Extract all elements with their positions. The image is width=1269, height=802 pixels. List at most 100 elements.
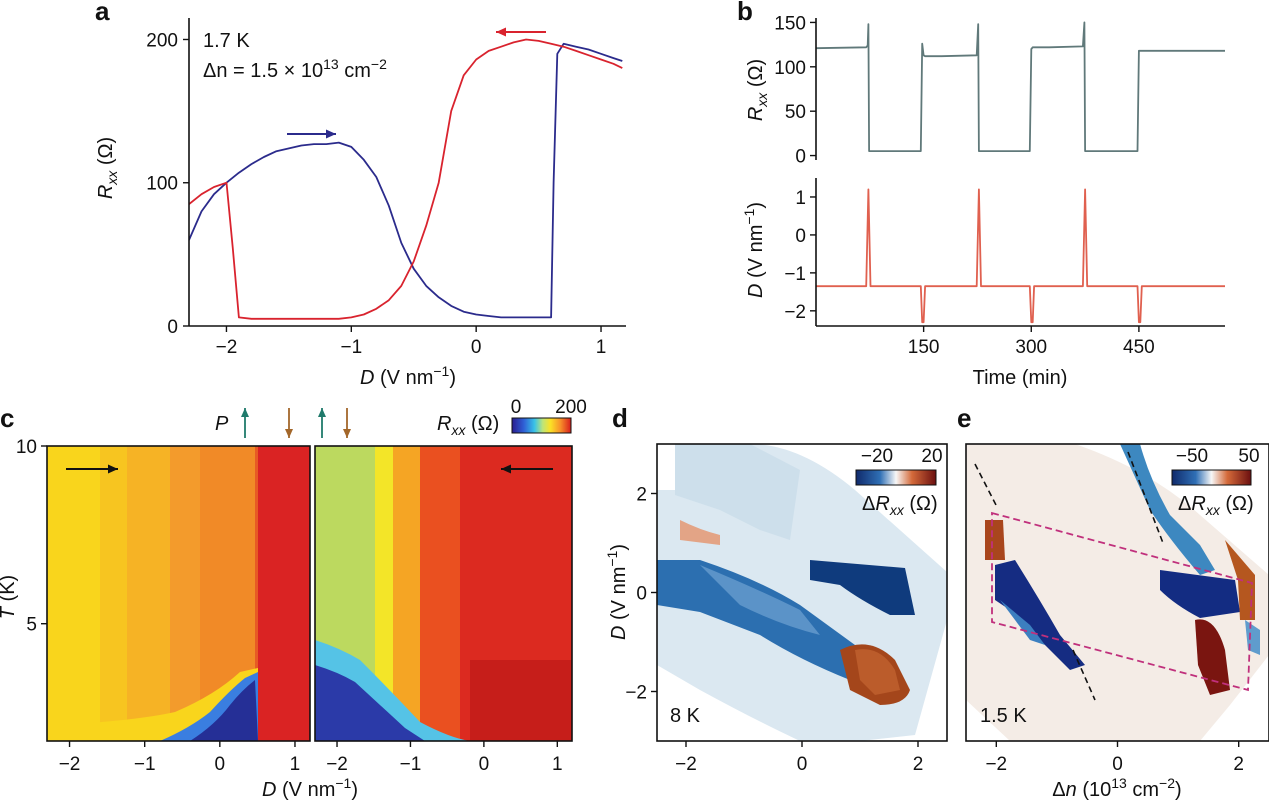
panel-e-temperature: 1.5 K <box>980 705 1027 727</box>
panel-b-top-y-tick-label: 50 <box>785 102 806 123</box>
panel-b-resistance-trace <box>815 21 1225 153</box>
panel-b-bottom-y-tick-label: 1 <box>795 188 806 209</box>
panel-a-y-label: Rxx (Ω) <box>95 137 120 199</box>
panel-c-right-x-tick-label: 1 <box>552 754 563 775</box>
panel-d-colorbar-label: ΔRxx (Ω) <box>862 493 938 518</box>
panel-a-x-tick-label: −1 <box>340 337 362 358</box>
panel-c-polarization-label: P <box>215 413 229 435</box>
panel-b-bottom-y-tick-label: 0 <box>795 226 806 247</box>
panel-d: d −2 0 2−202 8 K D (V nm−1) −20 20 ΔRxx (Ω… <box>604 403 948 776</box>
panel-c-right-heatmap <box>315 446 572 741</box>
panel-c-right-x-tick-label: 0 <box>479 754 490 775</box>
panel-b-ticks: 150 300 450 0 50 100 150 −2 −1 0 1 <box>774 13 1154 358</box>
panel-e-colorbar-max: 50 <box>1238 446 1259 467</box>
panel-a-x-tick-label: 1 <box>596 337 607 358</box>
panel-c-colorbar-min: 0 <box>511 397 522 418</box>
panel-a-density: Δn = 1.5 × 1013 cm−2 <box>203 56 387 82</box>
panel-e-x-tick-label: 0 <box>1112 754 1123 775</box>
panel-e-colorbar-min: −50 <box>1176 446 1208 467</box>
panel-label-c: c <box>0 403 14 433</box>
panel-d-temperature: 8 K <box>670 705 701 727</box>
panel-b-bottom-plot <box>816 188 1225 324</box>
panel-b-top-y-tick-label: 150 <box>774 13 806 34</box>
panel-c-right-x-tick-label: −2 <box>326 754 348 775</box>
panel-a: a −2 −1 0 1 0 100 200 1.7 K Δn = 1.5 × 1013 cm… <box>95 0 626 389</box>
panel-d-heatmap <box>657 444 947 741</box>
panel-label-a: a <box>95 0 110 26</box>
panel-d-y-label: D (V nm−1) <box>604 544 630 640</box>
panel-d-ticks: −2 0 2 −2 0 2 <box>625 485 923 776</box>
panel-d-y-tick-label: −2 <box>625 683 647 704</box>
panel-c-y-label: T (K) <box>0 575 19 619</box>
panel-d-y-tick-label: 0 <box>636 584 647 605</box>
panel-c-left-x-tick-label: 0 <box>215 754 226 775</box>
panel-b-bottom-y-tick-label: −1 <box>784 264 806 285</box>
panel-label-e: e <box>957 403 971 433</box>
panel-c-left-x-tick-label: −1 <box>134 754 156 775</box>
panel-c-left-x-tick-label: 1 <box>290 754 301 775</box>
panel-b-bottom-y-tick-label: −2 <box>784 302 806 323</box>
panel-a-x-tick-label: 0 <box>471 337 482 358</box>
panel-e-x-tick-label: 2 <box>1233 754 1244 775</box>
panel-a-series-2 <box>189 38 623 320</box>
panel-a-x-tick-label: −2 <box>216 337 238 358</box>
panel-label-b: b <box>737 0 753 26</box>
panel-c-x-label: D (V nm−1) <box>262 775 358 801</box>
panel-e-colorbar <box>1171 469 1252 486</box>
panel-a-temperature: 1.7 K <box>203 30 250 52</box>
panel-a-y-tick-label: 200 <box>146 30 178 51</box>
panel-b-x-tick-label: 450 <box>1123 337 1155 358</box>
panel-e-ticks: −2 0 2 <box>985 741 1244 775</box>
panel-c-colorbar-label: Rxx (Ω) <box>437 413 499 438</box>
panel-c-ticks: −2 −1 0 1 −2 −1 0 1 5 10 <box>16 437 563 775</box>
panel-e-heatmap <box>966 444 1269 741</box>
panel-d-colorbar <box>855 469 937 486</box>
panel-b-x-label: Time (min) <box>973 367 1068 389</box>
panel-c-right-frame <box>314 445 573 742</box>
panel-label-d: d <box>612 403 628 433</box>
panel-a-plot-area <box>189 38 623 320</box>
panel-b-top-plot <box>815 21 1225 153</box>
panel-c-left-x-tick-label: −2 <box>59 754 81 775</box>
panel-d-y-tick-label: 2 <box>636 485 647 506</box>
panel-c-colorbar <box>511 417 572 434</box>
panel-d-colorbar-min: −20 <box>861 446 893 467</box>
panel-a-y-tick-label: 100 <box>146 174 178 195</box>
panel-c-left-sweep-arrow <box>66 464 118 474</box>
panel-b-top-y-tick-label: 100 <box>774 58 806 79</box>
panel-b: b 150 300 450 0 50 100 150 −2 −1 0 1 Rxx (Ω) D (V … <box>737 0 1225 389</box>
panel-a-ticks: −2 −1 0 1 0 100 200 <box>146 30 606 358</box>
panel-e-x-tick-label: −2 <box>985 754 1007 775</box>
panel-c-arrow-down-left <box>285 408 293 438</box>
panel-c-right-x-tick-label: −1 <box>400 754 422 775</box>
panel-b-x-tick-label: 150 <box>908 337 940 358</box>
panel-c-left-frame <box>46 445 311 742</box>
panel-c-arrow-down-right <box>343 408 351 438</box>
panel-c-arrow-up-right <box>318 408 326 438</box>
panel-a-arrow-up-sweep <box>287 129 336 139</box>
panel-d-x-tick-label: 0 <box>797 754 808 775</box>
panel-b-top-y-tick-label: 0 <box>795 147 806 168</box>
panel-a-series-1 <box>189 42 623 319</box>
panel-c-y-tick-label: 5 <box>26 615 37 636</box>
panel-a-sweep-arrows <box>287 27 546 139</box>
panel-c-colorbar-max: 200 <box>555 397 587 418</box>
panel-e-colorbar-label: ΔRxx (Ω) <box>1178 493 1254 518</box>
panel-b-top-y-label: Rxx (Ω) <box>745 59 770 121</box>
panel-d-x-tick-label: 2 <box>913 754 924 775</box>
panel-a-arrow-down-sweep <box>496 27 546 37</box>
panel-c-right-sweep-arrow <box>501 464 553 474</box>
panel-c-left-heatmap <box>47 446 310 741</box>
panel-a-x-label: D (V nm−1) <box>360 363 456 389</box>
panel-b-x-tick-label: 300 <box>1015 337 1047 358</box>
panel-e: e −2 0 2 1.5 K −50 50 ΔRxx (Ω) Δn (1013 cm… <box>957 403 1269 801</box>
panel-c: c −2 −1 0 1 −2 −1 0 1 5 10 T (K) D (V nm−1) P <box>0 397 587 801</box>
panel-c-arrows <box>66 408 553 474</box>
panel-b-bottom-y-label: D (V nm−1) <box>741 202 767 298</box>
panel-d-colorbar-max: 20 <box>921 446 942 467</box>
panel-a-y-tick-label: 0 <box>167 317 178 338</box>
panel-d-x-tick-label: −2 <box>675 754 697 775</box>
panel-c-arrow-up-left <box>241 408 249 438</box>
panel-b-field-trace <box>816 188 1225 324</box>
